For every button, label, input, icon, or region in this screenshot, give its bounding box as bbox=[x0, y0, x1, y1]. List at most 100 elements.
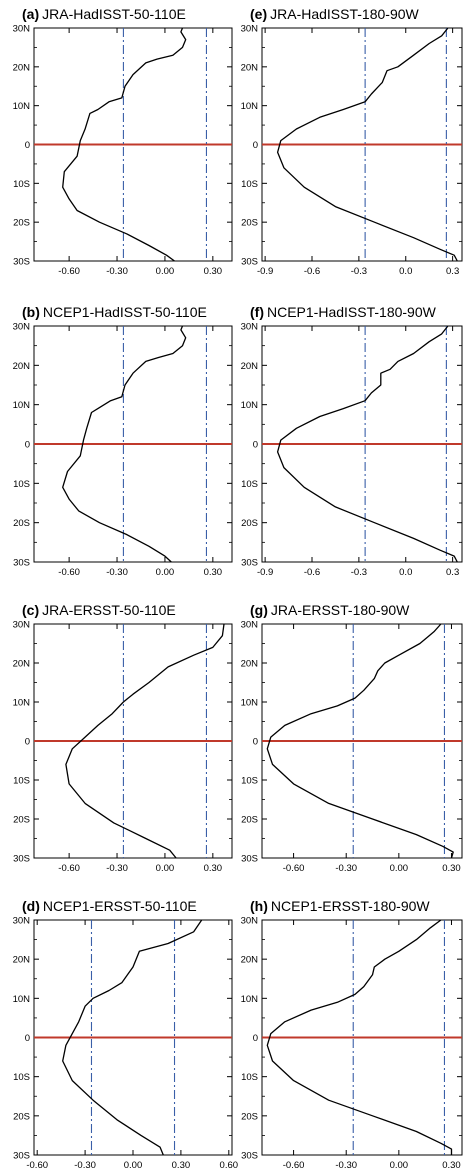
y-tick-label: 20S bbox=[241, 815, 258, 826]
y-tick-label: 10N bbox=[13, 400, 31, 411]
y-tick-label: 20N bbox=[241, 361, 259, 372]
x-tick-label: -0.60 bbox=[283, 1160, 305, 1171]
panel-title: (a) JRA-HadISST-50-110E bbox=[22, 6, 186, 22]
y-tick-label: 0 bbox=[25, 1033, 30, 1044]
x-tick-label: -0.6 bbox=[304, 266, 320, 277]
panel-a: (a) JRA-HadISST-50-110E 30N 20N 10N 0 10S 20S 30… bbox=[13, 6, 233, 277]
y-tick-label: 10S bbox=[241, 776, 258, 787]
y-tick-label: 10N bbox=[13, 994, 31, 1005]
x-tick-label: 0.30 bbox=[204, 266, 223, 277]
y-tick-label: 20S bbox=[13, 815, 30, 826]
correlation-curve bbox=[62, 27, 187, 262]
panel-title-text: NCEP1-ERSST-180-90W bbox=[271, 898, 431, 914]
panel-title-text: NCEP1-ERSST-50-110E bbox=[43, 898, 197, 914]
panel-title: (c) JRA-ERSST-50-110E bbox=[22, 602, 176, 618]
y-tick-label: 10S bbox=[241, 179, 258, 190]
x-tick-label: 0.30 bbox=[442, 1160, 461, 1171]
y-tick-label: 30S bbox=[241, 257, 258, 268]
x-tick-label: 0.30 bbox=[172, 1160, 191, 1171]
y-tick-label: 0 bbox=[253, 737, 258, 748]
y-tick-label: 30N bbox=[13, 322, 31, 333]
y-tick-label: 10N bbox=[241, 101, 259, 112]
x-tick-label: -0.30 bbox=[335, 1160, 357, 1171]
panel-title: (d) NCEP1-ERSST-50-110E bbox=[22, 898, 197, 914]
panel-title-text: JRA-ERSST-50-110E bbox=[42, 602, 176, 618]
x-tick-label: 0.30 bbox=[204, 567, 223, 578]
y-tick-label: 30N bbox=[13, 24, 31, 35]
x-tick-label: 0.00 bbox=[156, 567, 175, 578]
panel-label: (e) bbox=[250, 6, 267, 22]
x-tick-label: 0.30 bbox=[442, 863, 461, 874]
x-tick-label: -0.60 bbox=[26, 1160, 48, 1171]
x-tick-label: -0.60 bbox=[58, 567, 80, 578]
panel-label: (h) bbox=[250, 898, 268, 914]
correlation-curve bbox=[65, 623, 225, 859]
x-tick-label: -0.30 bbox=[74, 1160, 96, 1171]
y-tick-label: 10S bbox=[241, 479, 258, 490]
x-tick-label: -0.30 bbox=[106, 567, 128, 578]
x-tick-label: -0.3 bbox=[351, 567, 367, 578]
y-tick-label: 30S bbox=[13, 1151, 30, 1162]
panel-title-text: JRA-ERSST-180-90W bbox=[271, 602, 410, 618]
y-tick-label: 20S bbox=[241, 218, 258, 229]
y-tick-label: 30S bbox=[241, 854, 258, 865]
panel-label: (c) bbox=[22, 602, 39, 618]
panel-title: (g) JRA-ERSST-180-90W bbox=[250, 602, 410, 618]
y-tick-label: 20S bbox=[13, 218, 30, 229]
panel-c: (c) JRA-ERSST-50-110E 30N 20N 10N 0 10S 20S 30S -… bbox=[13, 602, 233, 874]
panel-title-text: NCEP1-HadISST-180-90W bbox=[267, 304, 437, 320]
x-tick-label: -0.9 bbox=[257, 266, 273, 277]
x-tick-label: -0.60 bbox=[58, 863, 80, 874]
correlation-curve bbox=[276, 27, 458, 262]
y-tick-label: 0 bbox=[25, 440, 30, 451]
x-tick-label: -0.60 bbox=[58, 266, 80, 277]
x-tick-label: -0.3 bbox=[351, 266, 367, 277]
x-tick-label: 0.0 bbox=[399, 567, 412, 578]
x-tick-label: 0.00 bbox=[156, 863, 175, 874]
y-tick-label: 10N bbox=[13, 698, 31, 709]
x-tick-label: 0.00 bbox=[124, 1160, 143, 1171]
y-tick-label: 10S bbox=[13, 179, 30, 190]
y-tick-label: 10N bbox=[241, 994, 259, 1005]
y-tick-label: 30N bbox=[241, 916, 259, 927]
panel-b: (b) NCEP1-HadISST-50-110E 30N 20N 10N 0 10S 20S… bbox=[13, 304, 233, 578]
y-tick-label: 30N bbox=[13, 916, 31, 927]
y-tick-label: 10N bbox=[241, 698, 259, 709]
y-tick-label: 20S bbox=[13, 518, 30, 529]
x-tick-label: 0.00 bbox=[390, 1160, 409, 1171]
panel-d: (d) NCEP1-ERSST-50-110E 30N 20N 10N 0 10S 20S 30… bbox=[13, 898, 238, 1171]
x-tick-label: -0.30 bbox=[106, 266, 128, 277]
correlation-curve bbox=[266, 919, 453, 1155]
y-tick-label: 10N bbox=[13, 101, 31, 112]
x-tick-label: -0.6 bbox=[304, 567, 320, 578]
panel-title-text: JRA-HadISST-180-90W bbox=[270, 6, 419, 22]
y-tick-label: 0 bbox=[25, 140, 30, 151]
panel-title-text: JRA-HadISST-50-110E bbox=[42, 6, 186, 22]
panel-label: (d) bbox=[22, 898, 40, 914]
x-tick-label: -0.30 bbox=[335, 863, 357, 874]
panel-label: (a) bbox=[22, 6, 39, 22]
x-tick-label: 0.0 bbox=[399, 266, 412, 277]
x-tick-label: 0.3 bbox=[446, 266, 459, 277]
y-tick-label: 0 bbox=[253, 140, 258, 151]
y-tick-label: 10S bbox=[13, 776, 30, 787]
y-tick-label: 20S bbox=[13, 1111, 30, 1122]
y-tick-label: 20N bbox=[13, 955, 31, 966]
y-tick-label: 30S bbox=[13, 558, 30, 569]
panel-label: (g) bbox=[250, 602, 268, 618]
panel-title: (h) NCEP1-ERSST-180-90W bbox=[250, 898, 430, 914]
panel-title: (f) NCEP1-HadISST-180-90W bbox=[250, 304, 437, 320]
y-tick-label: 10S bbox=[13, 479, 30, 490]
panel-g: (g) JRA-ERSST-180-90W 30N 20N 10N 0 10S 20S 30S -… bbox=[241, 602, 463, 874]
y-tick-label: 10S bbox=[241, 1072, 258, 1083]
correlation-curve bbox=[62, 325, 187, 563]
y-tick-label: 30S bbox=[13, 257, 30, 268]
panel-label: (f) bbox=[250, 304, 264, 320]
x-tick-label: 0.00 bbox=[156, 266, 175, 277]
x-tick-label: -0.9 bbox=[257, 567, 273, 578]
panel-label: (b) bbox=[22, 304, 40, 320]
y-tick-label: 10N bbox=[241, 400, 259, 411]
y-tick-label: 20N bbox=[13, 62, 31, 73]
y-tick-label: 30S bbox=[241, 1151, 258, 1162]
